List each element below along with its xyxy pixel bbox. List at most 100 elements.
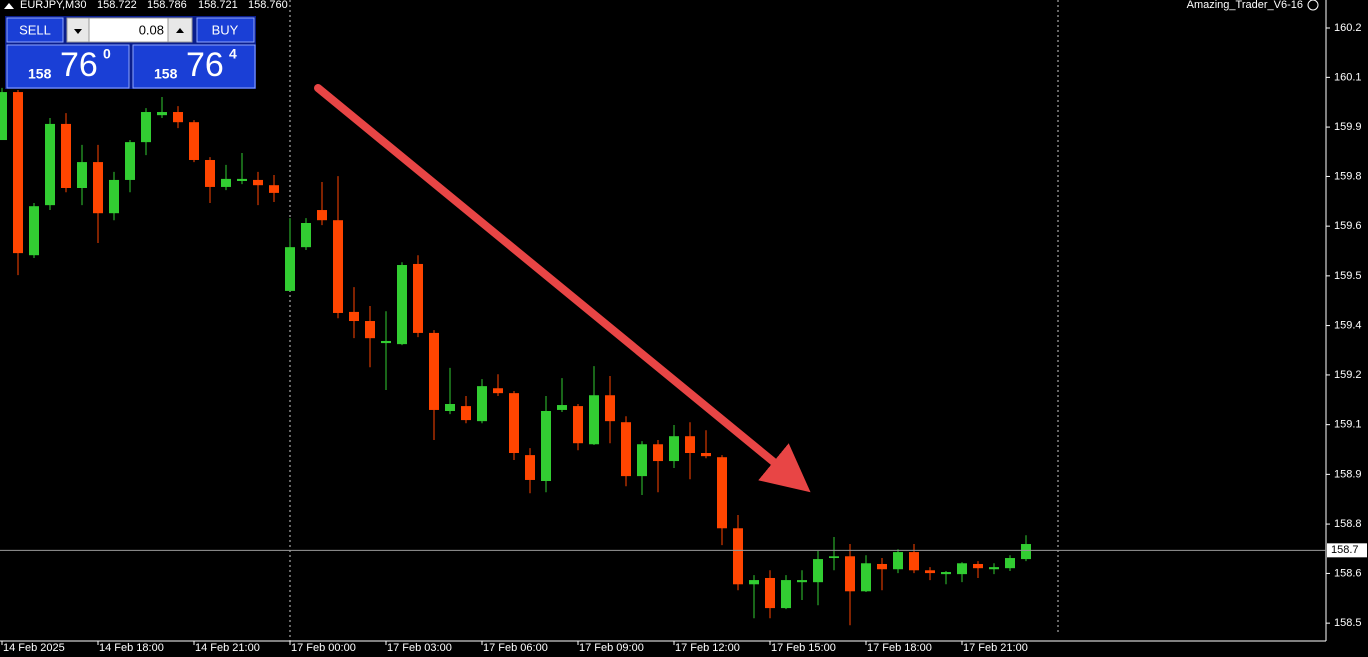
y-tick-label: 159.6 xyxy=(1334,220,1362,232)
candle-body xyxy=(685,436,695,454)
candle-body xyxy=(957,563,967,575)
candle-body xyxy=(45,123,55,206)
y-tick-label: 158.5 xyxy=(1334,617,1362,629)
candle-body xyxy=(845,556,855,592)
price-label: 158.7 xyxy=(1331,544,1359,556)
x-tick-label: 17 Feb 15:00 xyxy=(771,642,836,654)
x-tick-label: 17 Feb 12:00 xyxy=(675,642,740,654)
candle-body xyxy=(893,552,903,570)
candle-body xyxy=(93,162,103,214)
y-tick-label: 158.6 xyxy=(1334,567,1362,579)
candle-body xyxy=(189,122,199,160)
ohlc-open: 158.722 xyxy=(97,0,137,11)
x-tick-label: 14 Feb 2025 xyxy=(3,642,65,654)
candle-body xyxy=(237,178,247,181)
x-tick-label: 17 Feb 21:00 xyxy=(963,642,1028,654)
candle-body xyxy=(509,393,519,454)
candle-body xyxy=(253,179,263,186)
candle-body xyxy=(141,112,151,143)
indicator-icon[interactable] xyxy=(1307,0,1319,11)
candle-body xyxy=(157,112,167,116)
price-label-box xyxy=(1327,543,1367,558)
candle-body xyxy=(621,422,631,477)
candle-body xyxy=(445,403,455,411)
candle-body xyxy=(749,580,759,585)
candle-body xyxy=(493,388,503,394)
candle-body xyxy=(365,321,375,339)
candle-body xyxy=(477,386,487,422)
x-tick-label: 14 Feb 18:00 xyxy=(99,642,164,654)
candle-body xyxy=(797,580,807,583)
bid-box[interactable] xyxy=(6,44,130,89)
candle-body xyxy=(765,577,775,609)
candle-body xyxy=(525,455,535,480)
y-tick-label: 159.1 xyxy=(1334,419,1362,431)
indicator-name: Amazing_Trader_V6-16 xyxy=(1187,0,1303,11)
x-tick-label: 17 Feb 03:00 xyxy=(387,642,452,654)
ask-pips: 76 xyxy=(186,46,224,84)
x-tick-label: 14 Feb 21:00 xyxy=(195,642,260,654)
down-arrow xyxy=(74,29,82,34)
candle-body xyxy=(125,142,135,180)
candle-body xyxy=(925,570,935,574)
lot-input[interactable] xyxy=(88,17,169,43)
buy-button[interactable] xyxy=(196,17,255,43)
candle-body xyxy=(301,223,311,248)
bid-pips: 76 xyxy=(60,46,98,84)
ask-box[interactable] xyxy=(132,44,256,89)
candle-body xyxy=(573,406,583,444)
candle-body xyxy=(829,556,839,559)
candle-body xyxy=(461,406,471,421)
x-tick-label: 17 Feb 06:00 xyxy=(483,642,548,654)
sell-button[interactable] xyxy=(6,17,64,43)
candle-body xyxy=(909,552,919,571)
candle-body xyxy=(109,179,119,214)
buy-label: BUY xyxy=(212,22,239,37)
candle-body xyxy=(77,162,87,188)
y-tick-label: 159.9 xyxy=(1334,121,1362,133)
candle-body xyxy=(973,563,983,569)
y-tick-label: 159.2 xyxy=(1334,369,1362,381)
candle-body xyxy=(397,265,407,345)
symbol: EURJPY,M30 xyxy=(20,0,86,11)
candle-body xyxy=(717,457,727,529)
candle-body xyxy=(589,395,599,445)
y-tick-label: 159.5 xyxy=(1334,270,1362,282)
candle-body xyxy=(205,159,215,187)
candle-body xyxy=(61,123,71,188)
candle-body xyxy=(349,311,359,322)
candle-body xyxy=(813,559,823,583)
x-tick-label: 17 Feb 18:00 xyxy=(867,642,932,654)
candle-body xyxy=(13,92,23,254)
y-tick-label: 160.2 xyxy=(1334,22,1362,34)
up-arrow xyxy=(176,28,184,33)
candle-body xyxy=(285,247,295,291)
candle-body xyxy=(557,405,567,410)
ohlc-low: 158.721 xyxy=(198,0,238,11)
menu-triangle[interactable] xyxy=(4,3,14,9)
candle-body xyxy=(1021,544,1031,560)
candle-body xyxy=(269,185,279,193)
ask-big: 158 xyxy=(154,66,178,82)
ohlc-high: 158.786 xyxy=(147,0,187,11)
x-tick-label: 17 Feb 00:00 xyxy=(291,642,356,654)
bid-big: 158 xyxy=(28,66,52,82)
candle-body xyxy=(701,453,711,457)
sell-label: SELL xyxy=(19,22,51,37)
lot-value: 0.08 xyxy=(139,22,164,37)
candle-body xyxy=(429,332,439,410)
candle-body xyxy=(541,410,551,482)
y-tick-label: 159.4 xyxy=(1334,319,1362,331)
candle-body xyxy=(173,112,183,123)
trend-arrow xyxy=(314,84,811,493)
candle-body xyxy=(317,210,327,221)
candle-body xyxy=(877,563,887,570)
candle-body xyxy=(333,220,343,313)
candle-body xyxy=(637,444,647,477)
candle-body xyxy=(29,206,39,256)
bid-point: 0 xyxy=(103,46,111,62)
ask-point: 4 xyxy=(229,46,237,62)
candle-body xyxy=(0,92,7,141)
